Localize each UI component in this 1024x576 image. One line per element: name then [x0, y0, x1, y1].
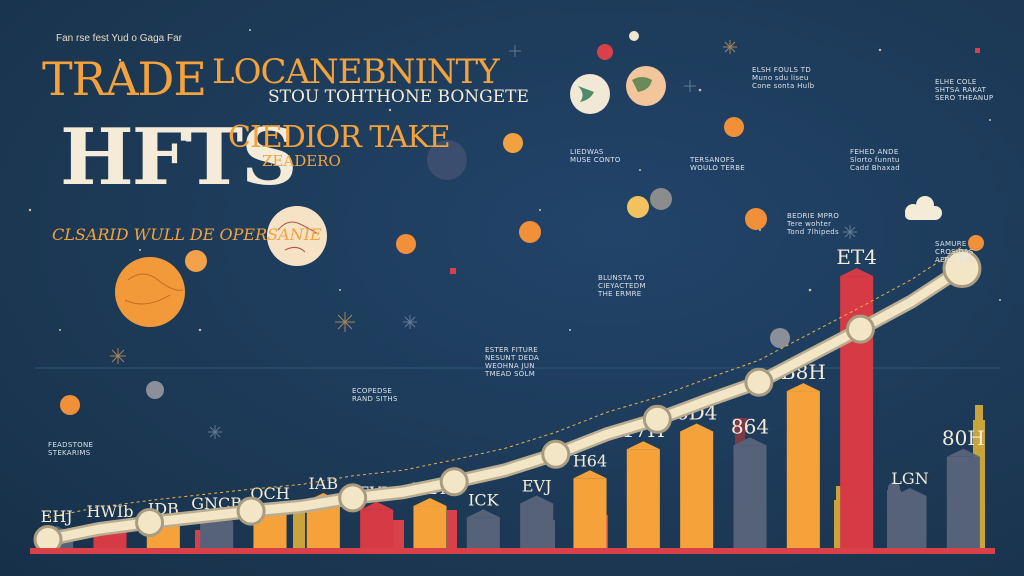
- bar-cap-15: [840, 268, 874, 277]
- annotation: FEHED ANDE Slorto funntu Cadd Bhaxad: [850, 148, 900, 172]
- annotation: ELHE COLE SHTSA RAKAT SERO THEANUP: [935, 78, 994, 102]
- headline-location: LOCANEBNINTY: [212, 52, 500, 92]
- headline-hfts: HFTS: [60, 112, 297, 203]
- trend-dashed-line: [47, 246, 963, 519]
- bar-label-13: 864: [731, 414, 769, 438]
- bar-11: [626, 449, 660, 549]
- trend-line-outline: [41, 261, 969, 547]
- bar-label-4: OCH: [250, 484, 289, 503]
- annotation: ECOPEDSE RAND SITHS: [352, 387, 398, 403]
- bar-cap-14: [786, 383, 820, 392]
- bar-14: [786, 391, 820, 549]
- bar-cap-16: [893, 487, 927, 496]
- bar-cap-7: [413, 498, 447, 507]
- bar-10: [573, 478, 607, 549]
- trend-node-8: [439, 467, 469, 497]
- bar-3: [200, 521, 234, 549]
- bar-12: [680, 431, 714, 549]
- bar-cap-8: [466, 509, 500, 518]
- bar-cap-11: [626, 441, 660, 450]
- trend-node-6: [338, 483, 368, 513]
- bar-label-10: H64: [573, 451, 607, 470]
- trend-node-18: [942, 249, 982, 289]
- bar-label-16: LGN: [891, 469, 928, 488]
- bar-cap-17: [946, 448, 980, 457]
- subtitle-1: STOU TOHTHONE BONGETE: [268, 87, 529, 107]
- trend-node-4: [236, 496, 266, 526]
- trend-node-16: [845, 314, 875, 344]
- annotation: LIEDWAS MUSE CONTO: [570, 148, 621, 164]
- ground-strip: [30, 548, 995, 554]
- bar-8: [466, 517, 500, 549]
- bar-cap-9: [520, 495, 554, 504]
- bar-label-9: EVJ: [522, 477, 552, 496]
- bar-6: [360, 509, 394, 549]
- annotation: BLUNSTA TO CIEYACTEDM THE ERMRE: [598, 274, 646, 298]
- bar-label-15: ET4: [836, 245, 877, 269]
- trend-node-2: [135, 507, 165, 537]
- annotation: BEDRIE MPRO Tere wohter Tond 7lhipeds: [787, 212, 840, 236]
- headline-trade: TRADE: [42, 52, 207, 106]
- trend-line: [43, 264, 967, 545]
- annotation: ELSH FOULS TD Muno sdu liseu Cone sonta …: [752, 66, 815, 90]
- annotation: FEADSTONE STEKARIMS: [48, 441, 94, 457]
- bar-label-17: 80H: [942, 426, 985, 450]
- kicker: Fan rse fest Yud o Gaga Far: [56, 33, 182, 44]
- bar-cap-12: [680, 423, 714, 432]
- subtitle-2: CIEDIOR TAKE: [228, 120, 451, 155]
- bar-16: [893, 495, 927, 549]
- annotation: TERSANOFS WOULO TERBE: [690, 156, 746, 172]
- bar-label-8: ICK: [468, 490, 500, 509]
- bar-cap-6: [360, 501, 394, 510]
- trend-node-10: [541, 439, 571, 469]
- bar-label-1: HWIb: [87, 502, 134, 521]
- annotation: SAMURE CROSIDAS AERD THE: [935, 240, 974, 264]
- bar-label-5: IAB: [309, 474, 339, 493]
- subtitle-3: ZEADERO: [262, 152, 341, 170]
- annotation: ESTER FITURE NESUNT DEDA WEOHNA JUN TMEA…: [485, 346, 540, 378]
- trend-node-12: [642, 404, 672, 434]
- bar-label-0: EHJ: [41, 507, 73, 526]
- trend-node-14: [744, 367, 774, 397]
- bar-cap-13: [733, 437, 767, 446]
- bar-17: [946, 456, 980, 549]
- bar-13: [733, 445, 767, 549]
- bar-9: [520, 503, 554, 549]
- bar-cap-10: [573, 470, 607, 479]
- bar-7: [413, 506, 447, 549]
- subtitle-4: CLSARID WULL DE OPERSANIE: [52, 225, 322, 244]
